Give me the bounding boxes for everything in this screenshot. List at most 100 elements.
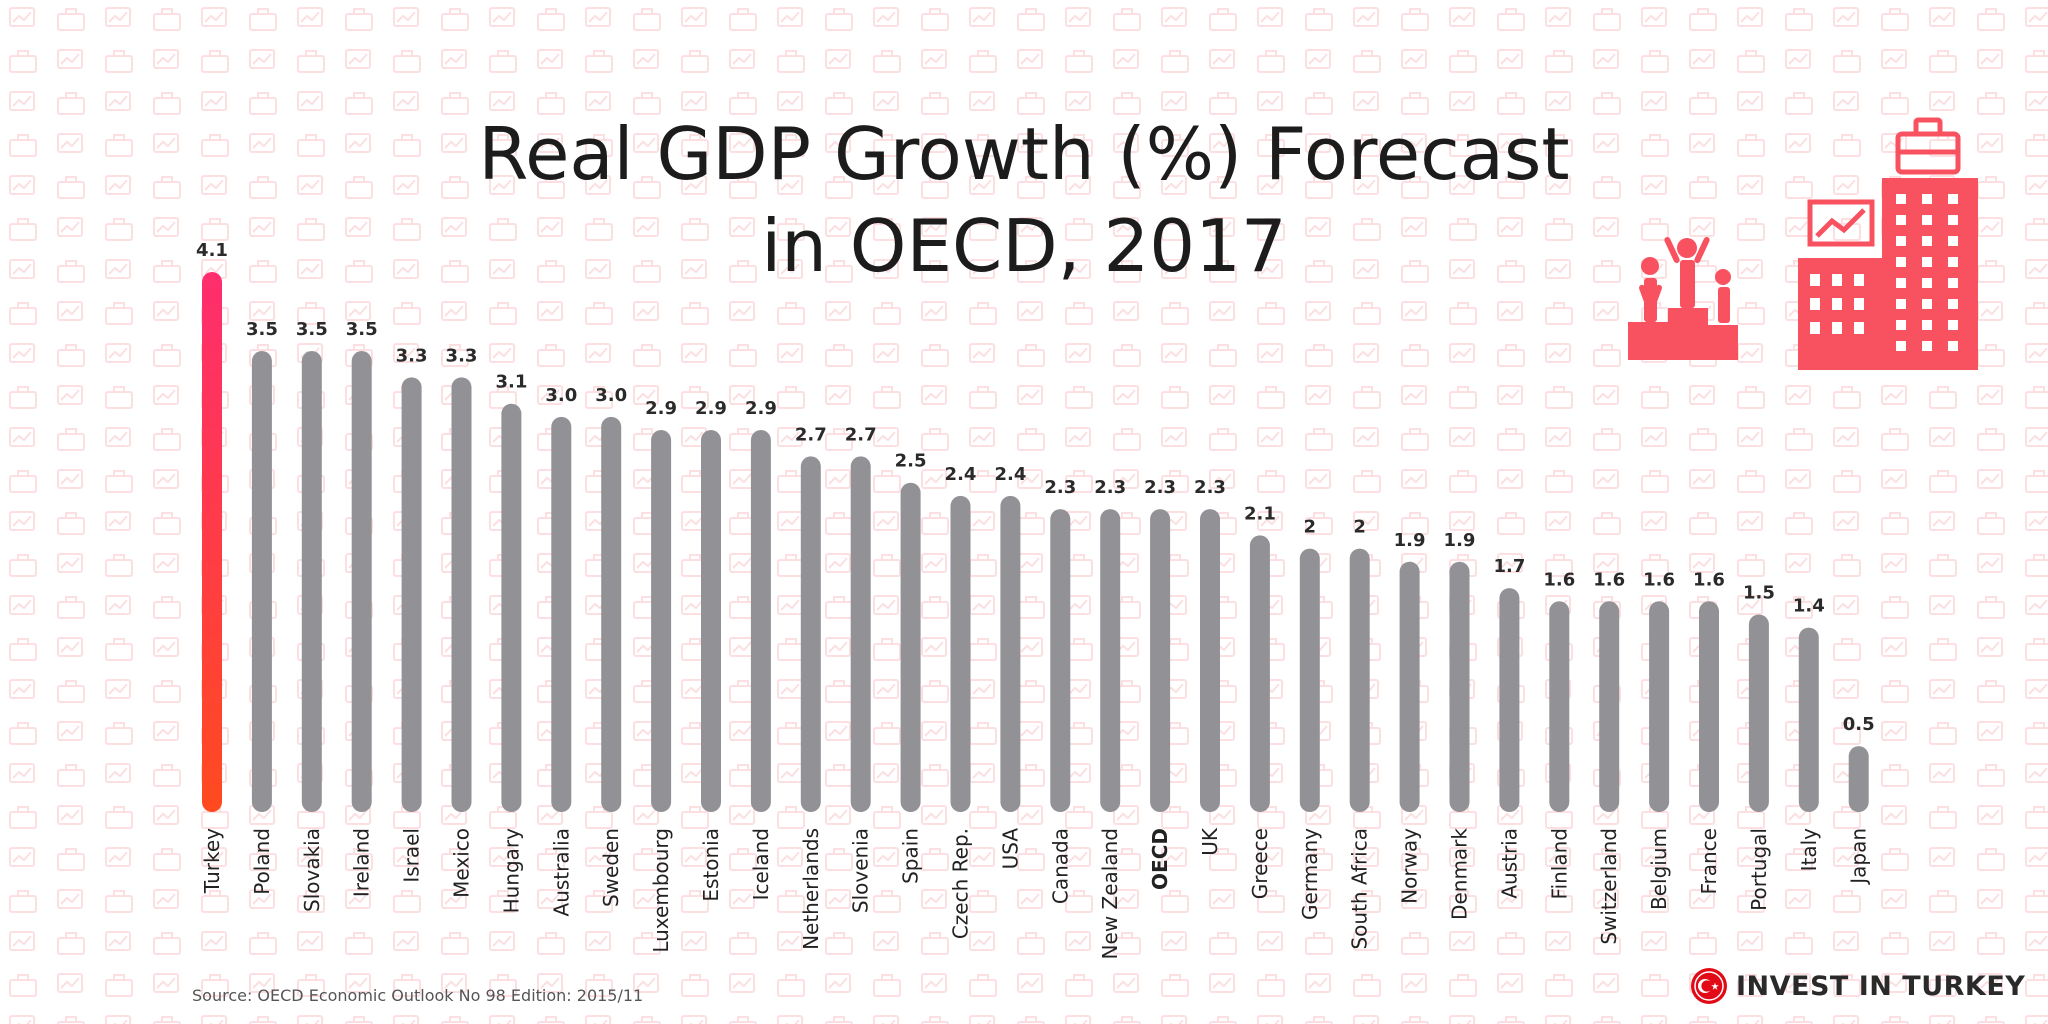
value-label-france: 1.6 — [1693, 569, 1725, 590]
category-label-ireland: Ireland — [350, 828, 374, 897]
value-label-oecd: 2.3 — [1144, 477, 1176, 498]
category-label-finland: Finland — [1547, 828, 1571, 899]
bar-luxembourg — [651, 430, 672, 812]
category-label-poland: Poland — [250, 828, 274, 895]
bar-australia — [551, 416, 572, 812]
value-label-portugal: 1.5 — [1743, 582, 1775, 603]
category-label-germany: Germany — [1298, 828, 1322, 920]
bar-belgium — [1649, 601, 1670, 812]
category-label-switzerland: Switzerland — [1597, 828, 1621, 945]
value-label-luxembourg: 2.9 — [645, 398, 677, 419]
category-label-australia: Australia — [549, 828, 573, 916]
value-label-switzerland: 1.6 — [1593, 569, 1625, 590]
bar-denmark — [1449, 561, 1470, 812]
office-building-icon — [1798, 178, 1978, 370]
category-label-italy: Italy — [1797, 828, 1821, 872]
bar-portugal — [1748, 614, 1769, 812]
category-label-portugal: Portugal — [1747, 828, 1771, 911]
bar-slovakia — [301, 351, 322, 812]
category-label-israel: Israel — [400, 828, 424, 883]
category-label-spain: Spain — [899, 828, 923, 884]
category-label-denmark: Denmark — [1448, 828, 1472, 920]
bar-new-zealand — [1100, 509, 1121, 812]
bar-norway — [1399, 561, 1420, 812]
value-label-turkey: 4.1 — [196, 240, 228, 261]
value-label-spain: 2.5 — [895, 451, 927, 472]
bar-usa — [1000, 495, 1021, 812]
bar-finland — [1549, 601, 1570, 812]
bar-israel — [401, 377, 422, 812]
bar-netherlands — [800, 456, 821, 812]
category-label-belgium: Belgium — [1647, 828, 1671, 910]
value-label-australia: 3.0 — [545, 385, 577, 406]
bar-hungary — [501, 403, 522, 812]
value-label-mexico: 3.3 — [446, 345, 478, 366]
value-label-austria: 1.7 — [1493, 556, 1525, 577]
value-label-norway: 1.9 — [1394, 530, 1426, 551]
category-label-hungary: Hungary — [499, 828, 523, 914]
value-label-poland: 3.5 — [246, 319, 278, 340]
category-label-norway: Norway — [1398, 828, 1422, 904]
illustration — [1628, 117, 1978, 370]
brand-logo: INVEST IN TURKEY — [1690, 966, 2025, 1006]
bar-turkey — [202, 272, 222, 812]
category-label-uk: UK — [1198, 827, 1222, 856]
value-label-sweden: 3.0 — [595, 385, 627, 406]
value-label-new-zealand: 2.3 — [1094, 477, 1126, 498]
value-label-czech-rep: 2.4 — [945, 464, 977, 485]
category-label-usa: USA — [998, 828, 1022, 870]
bar-iceland — [750, 430, 771, 812]
category-label-estonia: Estonia — [699, 828, 723, 902]
bar-switzerland — [1599, 601, 1620, 812]
value-label-finland: 1.6 — [1543, 569, 1575, 590]
category-label-czech-rep: Czech Rep. — [949, 828, 973, 939]
value-label-slovenia: 2.7 — [845, 424, 877, 445]
bar-oecd — [1150, 509, 1171, 812]
category-label-sweden: Sweden — [599, 828, 623, 907]
bar-mexico — [451, 377, 472, 812]
title-line-2: in OECD, 2017 — [761, 204, 1287, 288]
value-label-germany: 2 — [1304, 517, 1317, 538]
bar-poland — [251, 351, 272, 812]
category-label-south-africa: South Africa — [1348, 828, 1372, 950]
bar-spain — [900, 482, 921, 812]
bar-austria — [1499, 588, 1520, 812]
bar-canada — [1050, 509, 1071, 812]
brand-name: INVEST IN TURKEY — [1736, 970, 2026, 1002]
bar-germany — [1299, 548, 1320, 812]
title-line-1: Real GDP Growth (%) Forecast — [478, 112, 1570, 196]
bar-czech-rep — [950, 495, 971, 812]
category-label-canada: Canada — [1048, 828, 1072, 904]
bar-south-africa — [1349, 548, 1370, 812]
category-label-oecd: OECD — [1148, 828, 1172, 890]
bar-italy — [1798, 627, 1819, 812]
category-label-france: France — [1697, 828, 1721, 895]
value-label-israel: 3.3 — [396, 345, 428, 366]
category-label-greece: Greece — [1248, 828, 1272, 899]
value-label-denmark: 1.9 — [1444, 530, 1476, 551]
value-label-greece: 2.1 — [1244, 503, 1276, 524]
bar-ireland — [351, 351, 372, 812]
category-label-iceland: Iceland — [749, 828, 773, 900]
growth-chart-icon — [1807, 199, 1875, 247]
value-label-iceland: 2.9 — [745, 398, 777, 419]
value-label-canada: 2.3 — [1044, 477, 1076, 498]
bar-japan — [1848, 746, 1869, 812]
category-label-japan: Japan — [1847, 828, 1871, 886]
source-note: Source: OECD Economic Outlook No 98 Edit… — [192, 986, 644, 1005]
category-label-slovakia: Slovakia — [300, 828, 324, 912]
bar-greece — [1249, 535, 1270, 812]
value-label-italy: 1.4 — [1793, 596, 1825, 617]
category-label-slovenia: Slovenia — [849, 828, 873, 913]
category-label-austria: Austria — [1497, 828, 1521, 899]
bar-sweden — [601, 416, 622, 812]
value-label-uk: 2.3 — [1194, 477, 1226, 498]
category-label-netherlands: Netherlands — [799, 828, 823, 950]
value-label-south-africa: 2 — [1353, 517, 1366, 538]
value-label-hungary: 3.1 — [495, 372, 527, 393]
chart-title: Real GDP Growth (%) Forecast in OECD, 20… — [0, 108, 2048, 292]
bar-france — [1699, 601, 1719, 812]
category-label-turkey: Turkey — [200, 828, 224, 894]
